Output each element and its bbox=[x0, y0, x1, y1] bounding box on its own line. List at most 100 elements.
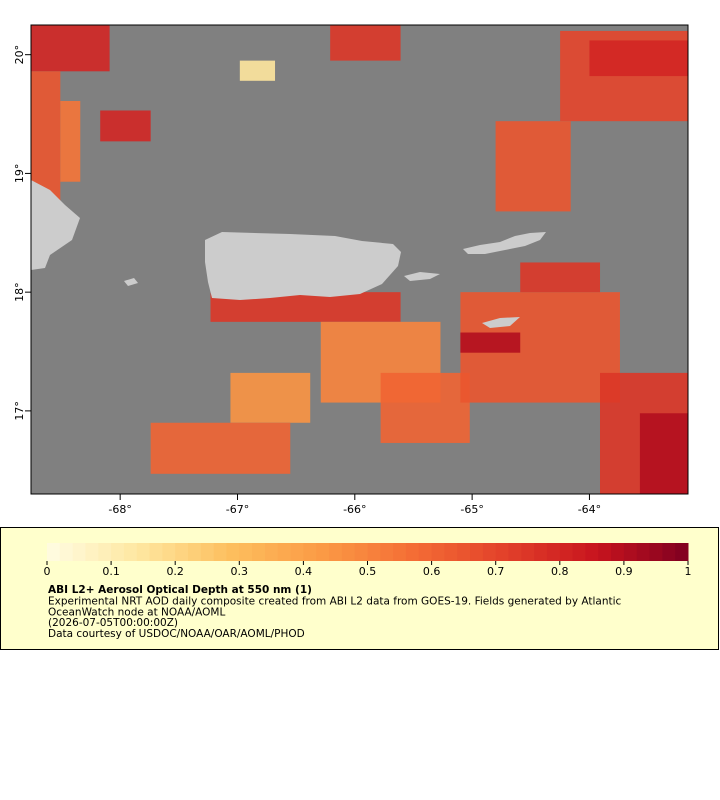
colorbar-swatch bbox=[290, 543, 304, 561]
colorbar-tick-label: 0.5 bbox=[359, 565, 377, 578]
colorbar-swatch bbox=[572, 543, 586, 561]
y-tick-label: 18° bbox=[13, 282, 26, 302]
y-tick-label: 19° bbox=[13, 164, 26, 184]
aod-patch bbox=[380, 372, 470, 443]
x-tick-label: -65° bbox=[460, 503, 483, 516]
aod-patch bbox=[589, 40, 688, 77]
colorbar-swatch bbox=[546, 543, 561, 561]
legend-line: OceanWatch node at NOAA/AOML bbox=[48, 607, 225, 619]
colorbar-swatch bbox=[111, 543, 125, 561]
colorbar-tick-label: 0.3 bbox=[231, 565, 249, 578]
legend-title: ABI L2+ Aerosol Optical Depth at 550 nm … bbox=[48, 584, 312, 596]
colorbar-swatch bbox=[98, 543, 112, 561]
colorbar-swatch bbox=[149, 543, 163, 561]
aod-patch bbox=[31, 25, 110, 72]
colorbar-swatch bbox=[367, 543, 381, 561]
colorbar-swatch bbox=[162, 543, 176, 561]
colorbar-tick-label: 0.2 bbox=[166, 565, 184, 578]
colorbar-tick-label: 0.7 bbox=[487, 565, 505, 578]
colorbar-swatch bbox=[431, 543, 445, 561]
colorbar-swatch bbox=[175, 543, 189, 561]
colorbar-tick-label: 0.9 bbox=[615, 565, 633, 578]
aod-patch bbox=[100, 110, 151, 142]
colorbar-swatch bbox=[636, 543, 651, 561]
x-tick-label: -68° bbox=[108, 503, 131, 516]
aod-patch bbox=[495, 121, 571, 212]
x-tick-label: -67° bbox=[226, 503, 249, 516]
aod-patch bbox=[460, 332, 521, 353]
colorbar-swatch bbox=[341, 543, 356, 561]
colorbar-swatch bbox=[354, 543, 368, 561]
aod-patch bbox=[639, 413, 688, 494]
colorbar-swatch bbox=[136, 543, 151, 561]
y-tick-label: 20° bbox=[13, 45, 26, 65]
colorbar-tick-label: 0.8 bbox=[551, 565, 569, 578]
aod-patch bbox=[150, 422, 291, 474]
colorbar-swatch bbox=[264, 543, 279, 561]
colorbar-swatch bbox=[329, 543, 343, 561]
colorbar-tick-label: 0.1 bbox=[102, 565, 120, 578]
colorbar-tick-label: 1 bbox=[685, 565, 692, 578]
colorbar-swatch bbox=[72, 543, 86, 561]
colorbar-swatch bbox=[611, 543, 625, 561]
colorbar-tick-label: 0.6 bbox=[423, 565, 441, 578]
colorbar-swatch bbox=[482, 543, 497, 561]
colorbar-swatch bbox=[380, 543, 394, 561]
colorbar-swatch bbox=[457, 543, 471, 561]
colorbar-swatch bbox=[47, 543, 61, 561]
colorbar-swatch bbox=[188, 543, 202, 561]
aod-layer bbox=[31, 25, 688, 494]
colorbar-swatch bbox=[85, 543, 99, 561]
colorbar-swatch bbox=[444, 543, 458, 561]
colorbar-swatch bbox=[662, 543, 676, 561]
colorbar-swatch bbox=[470, 543, 484, 561]
st-croix bbox=[482, 317, 520, 328]
colorbar-swatch bbox=[59, 543, 74, 561]
hispaniola bbox=[31, 180, 80, 270]
legend-line: Experimental NRT AOD daily composite cre… bbox=[48, 596, 622, 608]
colorbar-swatch bbox=[623, 543, 638, 561]
colorbar: 0 0.1 0.2 0.3 0.4 0.5 0.6 0.7 0.8 0.9 1 bbox=[44, 543, 692, 578]
aod-patch bbox=[330, 25, 401, 61]
colorbar-swatch bbox=[316, 543, 330, 561]
axes: -68° -67° -66° -65° -64° 17° 18° 19° 20° bbox=[13, 45, 601, 516]
colorbar-swatch bbox=[649, 543, 663, 561]
aod-patch bbox=[520, 262, 601, 293]
legend-line: Data courtesy of USDOC/NOAA/OAR/AOML/PHO… bbox=[48, 628, 305, 640]
colorbar-swatch bbox=[213, 543, 227, 561]
colorbar-tick-label: 0.4 bbox=[295, 565, 313, 578]
colorbar-swatch bbox=[123, 543, 138, 561]
colorbar-swatch bbox=[200, 543, 215, 561]
x-tick-label: -64° bbox=[578, 503, 601, 516]
puerto-rico bbox=[205, 232, 401, 300]
colorbar-swatch bbox=[598, 543, 612, 561]
colorbar-swatch bbox=[239, 543, 253, 561]
colorbar-swatch bbox=[393, 543, 407, 561]
colorbar-swatch bbox=[521, 543, 535, 561]
colorbar-swatch bbox=[405, 543, 420, 561]
virgin-islands bbox=[463, 232, 546, 254]
aod-patch bbox=[60, 100, 81, 182]
colorbar-swatch bbox=[277, 543, 292, 561]
colorbar-swatch bbox=[534, 543, 548, 561]
y-tick-label: 17° bbox=[13, 401, 26, 421]
colorbar-swatch bbox=[585, 543, 599, 561]
aod-patch bbox=[230, 372, 311, 423]
colorbar-swatch bbox=[559, 543, 574, 561]
land-layer bbox=[31, 180, 546, 328]
colorbar-swatch bbox=[418, 543, 433, 561]
plot-frame bbox=[30, 24, 689, 495]
legend-line: (2026-07-05T00:00:00Z) bbox=[48, 617, 178, 629]
colorbar-swatch bbox=[303, 543, 317, 561]
colorbar-swatch bbox=[675, 543, 689, 561]
x-tick-label: -66° bbox=[343, 503, 366, 516]
colorbar-swatch bbox=[508, 543, 522, 561]
aod-patch bbox=[31, 71, 61, 202]
colorbar-tick-label: 0 bbox=[44, 565, 51, 578]
colorbar-swatch bbox=[226, 543, 240, 561]
vieques bbox=[404, 272, 440, 281]
colorbar-swatch bbox=[495, 543, 510, 561]
mona-island bbox=[124, 278, 138, 286]
